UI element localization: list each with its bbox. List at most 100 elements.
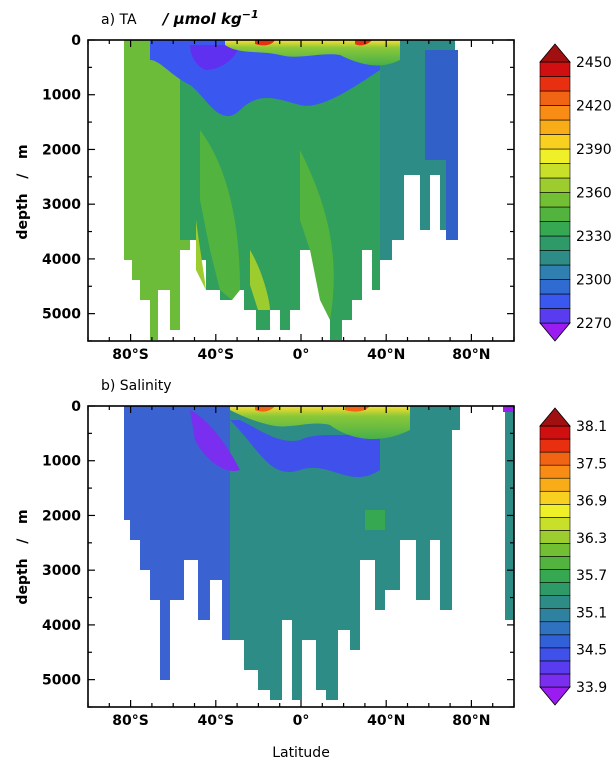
ta-colorbar-band	[539, 134, 571, 150]
salinity-colorbar-band	[539, 530, 571, 544]
salinity-y-axis-label: depth / m	[15, 509, 31, 604]
ta-colorbar-label: 2330	[576, 229, 612, 245]
salinity-colorbar-label: 34.5	[576, 643, 607, 659]
salinity-colorbar-band	[539, 517, 571, 531]
salinity-colorbar-band	[539, 438, 571, 453]
salinity-colorbar-band	[539, 464, 571, 479]
salinity-y-tick-label: 3000	[42, 563, 81, 579]
ta-x-tick-label: 40°N	[367, 347, 405, 363]
ta-x-tick-label: 0°	[293, 347, 310, 363]
salinity-colorbar-band	[539, 543, 571, 557]
ta-field-max-2	[355, 40, 372, 46]
ta-colorbar-band	[539, 206, 571, 222]
salinity-colorbar-band	[539, 451, 571, 466]
salinity-colorbar-band	[539, 556, 571, 570]
ta-y-axis-label: depth / m	[15, 144, 31, 239]
salinity-colorbar-band	[539, 490, 571, 505]
ta-x-tick-label: 40°S	[198, 347, 235, 363]
ta-colorbar-band	[539, 76, 571, 92]
ta-y-tick-label: 2000	[42, 142, 81, 158]
ta-colorbar-extend-high	[539, 43, 571, 63]
ta-colorbar-band	[539, 250, 571, 266]
ta-colorbar-band	[539, 221, 571, 237]
salinity-colorbar-label: 36.3	[576, 531, 607, 547]
salinity-colorbar-band	[539, 503, 571, 518]
ta-colorbar-band	[539, 279, 571, 295]
ta-colorbar-extend-low	[539, 322, 571, 342]
salinity-colorbar-label: 35.1	[576, 605, 607, 621]
salinity-field-max-2	[345, 406, 370, 412]
ta-colorbar-band	[539, 105, 571, 121]
salinity-panel: b) Salinity 80°S 40°S 0° 40°N 80°N 0 1000 2000 3…	[15, 378, 607, 761]
ta-colorbar-label: 2270	[576, 316, 612, 332]
salinity-y-tick-label: 4000	[42, 618, 81, 634]
salinity-colorbar-band	[539, 477, 571, 492]
salinity-field-max-1	[255, 406, 275, 412]
ta-unit-text: μmol kg	[173, 10, 242, 28]
ta-unit: / μmol kg−1	[161, 8, 259, 28]
salinity-colorbar-band	[539, 595, 571, 610]
ta-field-north-blue	[425, 50, 458, 240]
salinity-colorbar-band	[539, 608, 571, 623]
ta-colorbar-label: 2360	[576, 186, 612, 202]
salinity-field-main	[230, 406, 460, 700]
salinity-colorbar-band	[539, 647, 571, 662]
salinity-y-tick-label: 0	[71, 399, 81, 415]
salinity-field	[124, 406, 514, 700]
salinity-x-axis-label: Latitude	[272, 745, 330, 761]
ta-field-tongue-1	[200, 130, 240, 300]
ta-axes: 80°S 40°S 0° 40°N 80°N 0 1000 2000 3000 4000 5000	[42, 33, 515, 363]
salinity-colorbar-band	[539, 621, 571, 636]
salinity-colorbar-band	[539, 582, 571, 596]
salinity-field-purple-core	[190, 410, 240, 471]
ta-colorbar-band	[539, 264, 571, 280]
ta-colorbar-band	[539, 308, 571, 324]
ta-colorbar-band	[539, 293, 571, 309]
ta-y-tick-label: 3000	[42, 197, 81, 213]
salinity-axes: 80°S 40°S 0° 40°N 80°N 0 1000 2000 3000 4000 5000	[42, 399, 515, 729]
ta-colorbar-band	[539, 90, 571, 106]
ta-colorbar-label: 2390	[576, 142, 612, 158]
ta-x-tick-label: 80°N	[452, 347, 490, 363]
salinity-field-arctic-surface	[503, 406, 514, 412]
ta-colorbar-band	[539, 192, 571, 208]
salinity-y-tick-label: 1000	[42, 454, 81, 470]
salinity-colorbar-extend-low	[539, 686, 571, 706]
ta-colorbar-band	[539, 119, 571, 135]
salinity-colorbar-band	[539, 569, 571, 583]
ta-colorbar-band	[539, 235, 571, 251]
salinity-colorbar: 33.9 34.5 35.1 35.7 36.3 36.9 37.5 38.1	[539, 407, 607, 706]
salinity-colorbar-extend-high	[539, 407, 571, 427]
ta-unit-exponent: −1	[242, 8, 259, 21]
salinity-y-tick-label: 5000	[42, 673, 81, 689]
ta-x-tick-label: 80°S	[112, 347, 149, 363]
salinity-title: b) Salinity	[101, 378, 172, 394]
ta-colorbar-label: 2450	[576, 55, 612, 71]
salinity-colorbar-band	[539, 634, 571, 649]
salinity-colorbar-band	[539, 425, 571, 440]
ta-field-surface-glow	[225, 40, 400, 66]
ta-colorbar-band	[539, 163, 571, 179]
salinity-field-north-column	[505, 406, 514, 620]
ta-title: a) TA	[101, 12, 137, 28]
ta-field	[124, 40, 458, 340]
ta-field-tongue-2	[300, 150, 334, 320]
ta-field-yellow-green	[196, 220, 270, 310]
salinity-colorbar-band	[539, 660, 571, 675]
salinity-x-tick-label: 80°S	[112, 713, 149, 729]
salinity-field-green-patch	[365, 510, 385, 530]
salinity-colorbar-label: 35.7	[576, 568, 607, 584]
salinity-x-tick-label: 80°N	[452, 713, 490, 729]
salinity-colorbar-label: 38.1	[576, 419, 607, 435]
salinity-colorbar-band	[539, 673, 571, 688]
ta-field-purple-core	[190, 45, 240, 70]
salinity-x-tick-label: 0°	[293, 713, 310, 729]
ta-field-south-deep	[124, 40, 190, 340]
ta-colorbar-band	[539, 177, 571, 193]
ta-colorbar-label: 2300	[576, 273, 612, 289]
salinity-colorbar-label: 37.5	[576, 456, 607, 472]
ta-field-max-1	[255, 40, 275, 46]
salinity-x-tick-label: 40°S	[198, 713, 235, 729]
